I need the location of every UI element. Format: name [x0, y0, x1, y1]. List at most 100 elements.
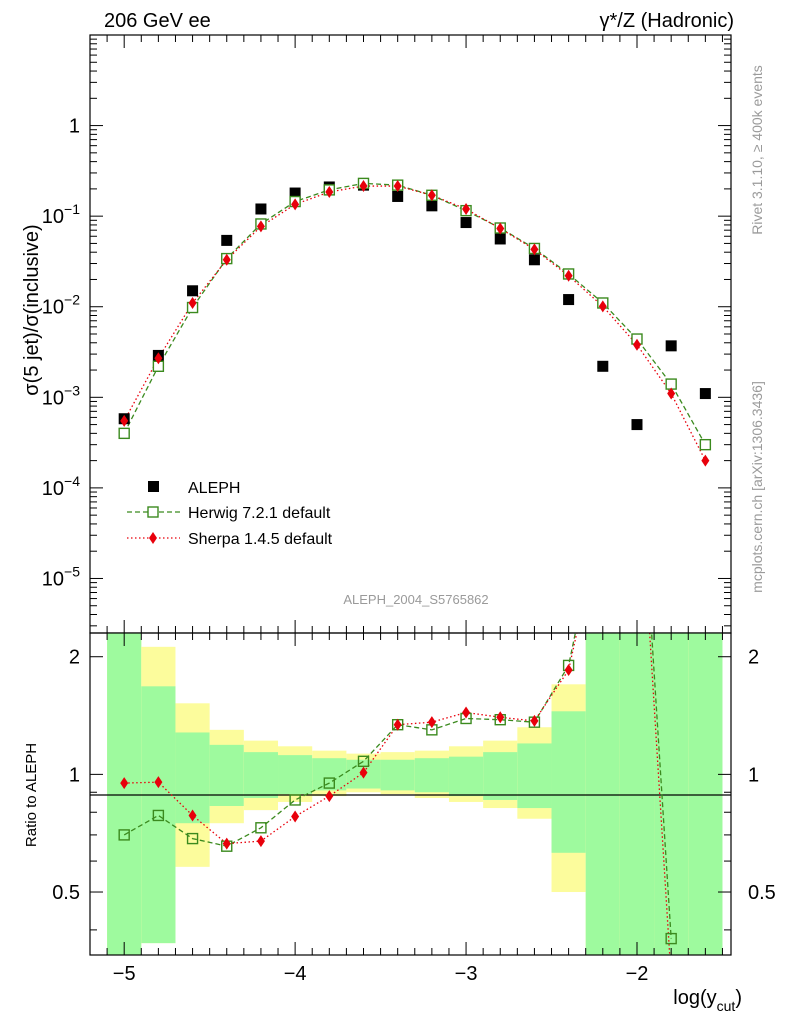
herwig-ratio-point — [357, 755, 370, 768]
legend-marker-sherpa — [149, 532, 157, 544]
ratio-y-tick-label: 2 — [69, 647, 80, 669]
x-axis-label-main: log(y — [673, 987, 716, 1009]
analysis-label: ALEPH_2004_S5765862 — [343, 592, 488, 607]
sherpa-data-point — [496, 222, 505, 235]
sherpa-1-4-5-default-line — [123, 185, 706, 461]
stat-uncertainty-band — [278, 755, 313, 795]
sherpa-ratio-point — [530, 714, 539, 727]
sherpa-data-point — [222, 253, 231, 266]
sherpa-ratio-point — [564, 663, 573, 676]
legend-entry-herwig: Herwig 7.2.1 default — [127, 505, 331, 522]
y-tick-label: 10−5 — [42, 563, 80, 590]
legend-marker-herwig — [147, 506, 159, 518]
stat-uncertainty-band — [175, 732, 210, 824]
sherpa-ratio-point — [325, 790, 334, 803]
sherpa-ratio-point — [393, 718, 402, 731]
herwig-data-point — [699, 438, 712, 451]
sherpa-data-point — [701, 454, 710, 467]
sherpa-data-point — [154, 352, 163, 365]
legend-label-sherpa: Sherpa 1.4.5 default — [188, 531, 333, 548]
sherpa-ratio-point — [496, 711, 505, 724]
sherpa-ratio-point — [222, 837, 231, 850]
sherpa-data-point — [598, 300, 607, 313]
side-label-rivet: Rivet 3.1.10, ≥ 400k events — [749, 65, 765, 235]
aleph-data-point — [631, 419, 643, 431]
aleph-data-point — [392, 190, 404, 202]
x-axis-label-subscript: cut — [717, 998, 736, 1014]
sherpa-data-point — [564, 269, 573, 282]
herwig-ratio-point — [118, 829, 130, 841]
herwig-ratio-point — [152, 809, 165, 822]
sherpa-data-point — [256, 220, 265, 233]
aleph-data-point — [460, 217, 472, 229]
herwig-ratio-point — [186, 832, 199, 845]
stat-uncertainty-band — [141, 686, 176, 944]
legend-marker-aleph — [148, 481, 159, 492]
aleph-data-point — [699, 388, 711, 400]
x-axis-label: log(ycut) — [673, 987, 742, 1014]
x-tick-label: −2 — [626, 963, 649, 985]
sherpa-ratio-point — [120, 777, 129, 790]
main-panel-y-tick-labels: 1 10−1 10−2 10−3 10−4 10−5 — [42, 116, 80, 591]
herwig-ratio-point — [255, 822, 267, 834]
sherpa-data-point — [667, 387, 676, 400]
aleph-data-point — [187, 285, 199, 297]
legend-label-herwig: Herwig 7.2.1 default — [188, 505, 331, 522]
stat-uncertainty-band — [654, 633, 689, 955]
x-tick-label: −3 — [455, 963, 478, 985]
ratio-y-tick-labels: 210.5 — [52, 647, 80, 904]
herwig-ratio-point — [289, 794, 301, 806]
x-tick-label: −5 — [113, 963, 136, 985]
stat-uncertainty-band — [517, 743, 552, 809]
legend-entry-sherpa: Sherpa 1.4.5 default — [127, 531, 333, 548]
stat-uncertainty-band — [414, 758, 449, 793]
legend: ALEPH Herwig 7.2.1 default Sherpa 1.4.5 … — [127, 480, 333, 548]
side-label-mcplots: mcplots.cern.ch [arXiv:1306.3436] — [749, 381, 765, 593]
ratio-y-tick-label: 0.5 — [52, 882, 80, 904]
sherpa-data-point — [393, 180, 402, 193]
sherpa-data-point — [427, 189, 436, 202]
sherpa-ratio-point — [462, 706, 471, 719]
ratio-y-tick-label-right: 1 — [748, 764, 759, 786]
legend-entry-aleph: ALEPH — [148, 480, 240, 497]
main-panel: 1 10−1 10−2 10−3 10−4 10−5 σ(5 jet)/σ(inclusi… — [21, 34, 732, 634]
main-panel-series-lines — [123, 182, 706, 461]
stat-uncertainty-band — [619, 633, 655, 955]
herwig-data-point — [118, 427, 130, 440]
chart-title-left: 206 GeV ee — [104, 10, 211, 32]
sherpa-data-point — [632, 338, 641, 351]
stat-uncertainty-band — [688, 633, 723, 955]
y-tick-label: 1 — [69, 116, 80, 138]
stat-uncertainty-band — [551, 711, 586, 853]
sherpa-ratio-point — [427, 716, 436, 729]
ratio-y-tick-label-right: 2 — [748, 647, 759, 669]
stat-uncertainty-band — [243, 752, 279, 799]
herwig-ratio-point — [323, 777, 336, 789]
y-tick-label: 10−4 — [42, 473, 80, 500]
sherpa-data-point — [120, 414, 129, 427]
x-axis-label-close: ) — [735, 987, 742, 1009]
ratio-y-tick-labels-right: 210.5 — [748, 647, 776, 904]
sherpa-ratio-point — [256, 835, 265, 848]
stat-uncertainty-band — [448, 756, 484, 797]
x-tick-label: −4 — [284, 963, 307, 985]
x-tick-labels: −5 −4 −3 −2 — [113, 963, 649, 985]
ratio-y-axis-label: Ratio to ALEPH — [23, 743, 40, 847]
sherpa-ratio-point — [359, 766, 368, 779]
sherpa-data-point — [530, 243, 539, 256]
ratio-panel-frame — [89, 632, 732, 956]
aleph-data-point — [426, 200, 438, 212]
ratio-y-tick-label: 1 — [69, 764, 80, 786]
sherpa-data-point — [291, 198, 300, 211]
sherpa-ratio-point — [154, 776, 163, 789]
herwig-ratio-point — [665, 932, 677, 945]
stat-uncertainty-band — [380, 759, 415, 791]
y-tick-label: 10−3 — [42, 382, 80, 409]
ratio-markers — [118, 659, 677, 945]
sherpa-data-point — [188, 296, 197, 309]
ratio-panel: 210.5 210.5 −5 −4 −3 −2 Ratio to ALEPH log(… — [23, 632, 776, 1014]
stat-uncertainty-band — [312, 758, 347, 791]
stat-uncertainty-band — [585, 633, 620, 955]
chart-title-right: γ*/Z (Hadronic) — [600, 10, 734, 32]
